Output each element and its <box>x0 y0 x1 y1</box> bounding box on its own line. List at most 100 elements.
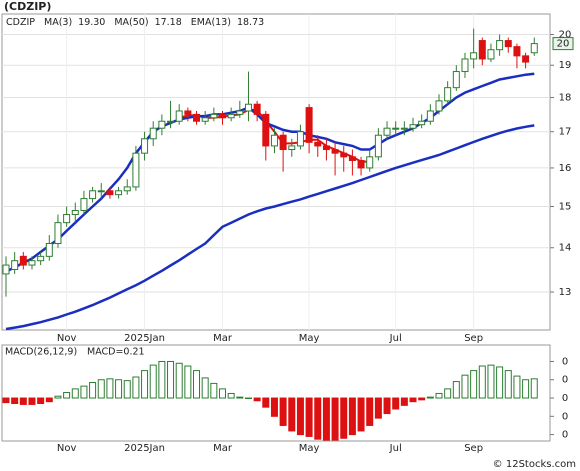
legend-name: MA(3) <box>44 17 72 28</box>
candle-body <box>513 46 521 57</box>
macd-frame <box>1 344 551 442</box>
legend-name: MA(50) <box>114 17 148 28</box>
macd-bar <box>504 370 512 399</box>
candle-body <box>227 113 235 119</box>
candle-body <box>270 134 278 147</box>
macd-bar <box>175 362 183 399</box>
macd-bar <box>366 397 374 426</box>
candle-body <box>2 264 10 275</box>
macd-bar <box>45 397 53 403</box>
candle-body <box>383 127 391 136</box>
chart-title: (CDZIP) <box>4 0 51 13</box>
x-tick-label: May <box>299 443 320 454</box>
candle-body <box>470 52 478 60</box>
legend-value: 17.18 <box>155 17 182 28</box>
macd-bar <box>305 397 313 437</box>
macd-bar <box>374 397 382 419</box>
footer: © 12Stocks.com <box>493 459 576 470</box>
candle-body <box>253 103 261 115</box>
candle-body <box>141 138 149 154</box>
macd-bar <box>357 397 365 432</box>
candle-body <box>123 186 131 192</box>
macd-bar <box>340 397 348 439</box>
candle-body <box>322 145 330 151</box>
macd-bar <box>383 397 391 415</box>
candle-body <box>452 71 460 89</box>
y-tick-label: 17 <box>559 127 572 138</box>
candle-body <box>357 160 365 169</box>
candle-body <box>244 103 252 112</box>
macd-bar <box>496 366 504 399</box>
macd-bar <box>63 392 71 399</box>
macd-bar <box>244 397 252 400</box>
macd-bar <box>37 397 45 405</box>
candle-body <box>444 87 452 102</box>
candle-body <box>305 107 313 143</box>
y-tick-label: 0 <box>562 375 568 386</box>
macd-bar <box>2 397 10 404</box>
macd-bar <box>71 388 79 399</box>
candle-body <box>37 255 45 262</box>
macd-bar <box>219 388 226 399</box>
y-tick-label: 18 <box>559 93 572 104</box>
ma-line <box>5 72 535 273</box>
candle-body <box>158 120 166 129</box>
macd-bar <box>141 370 149 399</box>
candle-body <box>106 190 114 196</box>
macd-bar <box>227 392 235 399</box>
x-tick-label: 2025Jan <box>124 443 165 454</box>
macd-bar <box>409 397 417 403</box>
candle-body <box>496 40 504 51</box>
price-frame <box>1 13 551 331</box>
macd-bar <box>513 375 521 399</box>
x-tick-label: Sep <box>464 443 483 454</box>
macd-bar <box>478 365 486 399</box>
x-tick-label: Nov <box>57 333 77 344</box>
macd-bar <box>530 378 538 399</box>
candle-body <box>63 214 71 224</box>
candle-body <box>262 113 270 147</box>
candle-body <box>115 190 123 196</box>
y-tick-label: 15 <box>559 202 572 213</box>
candle-body <box>19 255 27 266</box>
macd-bar <box>288 397 296 432</box>
candle-body <box>504 40 512 48</box>
candle-body <box>80 198 88 212</box>
macd-bar <box>279 397 287 426</box>
legend-value: 18.73 <box>237 17 264 28</box>
macd-bar <box>123 380 131 399</box>
x-tick-label: Mar <box>213 443 233 454</box>
macd-bar <box>193 370 201 399</box>
macd-bar <box>444 388 452 399</box>
macd-bar <box>400 397 408 406</box>
macd-bar <box>522 379 530 399</box>
x-tick-label: May <box>299 333 320 344</box>
candle-body <box>348 156 356 162</box>
candle-body <box>236 110 244 115</box>
macd-bar <box>348 397 356 436</box>
candle-body <box>530 43 538 54</box>
candle-body <box>201 117 209 122</box>
candle-body <box>89 190 97 200</box>
y-tick-label: 19 <box>559 60 572 71</box>
macd-bar <box>435 392 443 399</box>
candle-body <box>184 110 192 115</box>
macd-bar <box>54 395 62 399</box>
macd-bar <box>253 397 261 402</box>
x-tick-label: Jul <box>389 443 402 454</box>
x-tick-label: Mar <box>213 333 233 344</box>
macd-bar <box>470 370 478 399</box>
candle-body <box>167 120 175 123</box>
y-tick-label: 0 <box>562 393 568 404</box>
candle-body <box>374 134 382 158</box>
macd-bar <box>461 374 469 399</box>
candle-body <box>366 156 374 169</box>
candle-body <box>296 131 304 147</box>
macd-bar <box>19 397 27 405</box>
macd-bar <box>80 385 88 399</box>
candle-body <box>175 110 183 122</box>
macd-bar <box>314 397 322 440</box>
macd-bar <box>236 396 244 399</box>
macd-value: MACD=0.21 <box>87 347 145 358</box>
